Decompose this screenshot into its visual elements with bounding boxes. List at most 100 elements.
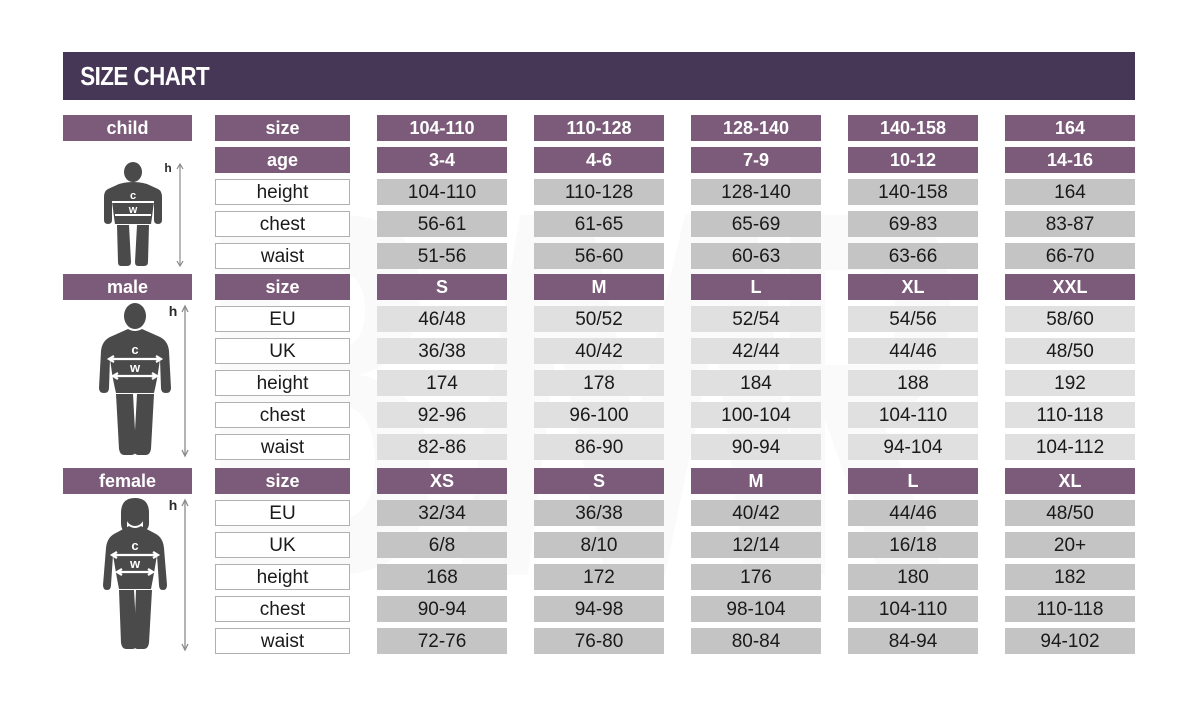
cell-male-height-1: 178 bbox=[534, 370, 664, 396]
header-value-child-age-0: 3-4 bbox=[377, 147, 507, 173]
cell-female-waist-1: 76-80 bbox=[534, 628, 664, 654]
cell-male-UK-0: 36/38 bbox=[377, 338, 507, 364]
cell-male-chest-0: 92-96 bbox=[377, 402, 507, 428]
svg-text:c: c bbox=[131, 538, 138, 553]
cell-child-chest-3: 69-83 bbox=[848, 211, 978, 237]
cell-female-chest-0: 90-94 bbox=[377, 596, 507, 622]
header-label-male-size: size bbox=[215, 274, 350, 300]
cell-male-waist-2: 90-94 bbox=[691, 434, 821, 460]
row-label-female-height: height bbox=[215, 564, 350, 590]
cell-child-height-4: 164 bbox=[1005, 179, 1135, 205]
group-header-child: child bbox=[63, 115, 192, 141]
cell-male-waist-1: 86-90 bbox=[534, 434, 664, 460]
cell-child-chest-2: 65-69 bbox=[691, 211, 821, 237]
header-value-female-size-2: M bbox=[691, 468, 821, 494]
header-value-male-size-0: S bbox=[377, 274, 507, 300]
header-label-child-age: age bbox=[215, 147, 350, 173]
header-value-child-age-2: 7-9 bbox=[691, 147, 821, 173]
cell-male-waist-3: 94-104 bbox=[848, 434, 978, 460]
cell-female-waist-2: 80-84 bbox=[691, 628, 821, 654]
cell-male-EU-3: 54/56 bbox=[848, 306, 978, 332]
cell-female-waist-0: 72-76 bbox=[377, 628, 507, 654]
header-value-child-age-3: 10-12 bbox=[848, 147, 978, 173]
cell-male-EU-4: 58/60 bbox=[1005, 306, 1135, 332]
cell-male-waist-4: 104-112 bbox=[1005, 434, 1135, 460]
header-label-female-size: size bbox=[215, 468, 350, 494]
svg-text:w: w bbox=[129, 360, 141, 375]
svg-text:c: c bbox=[131, 342, 138, 357]
cell-female-UK-1: 8/10 bbox=[534, 532, 664, 558]
row-label-child-chest: chest bbox=[215, 211, 350, 237]
cell-female-waist-3: 84-94 bbox=[848, 628, 978, 654]
header-value-male-size-2: L bbox=[691, 274, 821, 300]
cell-female-EU-1: 36/38 bbox=[534, 500, 664, 526]
cell-female-chest-1: 94-98 bbox=[534, 596, 664, 622]
row-label-female-UK: UK bbox=[215, 532, 350, 558]
header-value-child-size-1: 110-128 bbox=[534, 115, 664, 141]
header-value-female-size-3: L bbox=[848, 468, 978, 494]
header-value-female-size-1: S bbox=[534, 468, 664, 494]
svg-text:h: h bbox=[164, 162, 171, 175]
cell-child-chest-4: 83-87 bbox=[1005, 211, 1135, 237]
cell-male-EU-2: 52/54 bbox=[691, 306, 821, 332]
header-value-female-size-4: XL bbox=[1005, 468, 1135, 494]
row-label-male-height: height bbox=[215, 370, 350, 396]
cell-male-chest-4: 110-118 bbox=[1005, 402, 1135, 428]
svg-text:c: c bbox=[130, 190, 136, 202]
cell-male-chest-2: 100-104 bbox=[691, 402, 821, 428]
header-value-child-size-3: 140-158 bbox=[848, 115, 978, 141]
cell-child-waist-2: 60-63 bbox=[691, 243, 821, 269]
female-figure: c w h bbox=[88, 497, 203, 652]
cell-child-height-0: 104-110 bbox=[377, 179, 507, 205]
male-figure: c w h bbox=[88, 303, 203, 458]
svg-text:w: w bbox=[129, 556, 141, 571]
cell-female-UK-3: 16/18 bbox=[848, 532, 978, 558]
cell-child-waist-1: 56-60 bbox=[534, 243, 664, 269]
header-value-child-size-4: 164 bbox=[1005, 115, 1135, 141]
cell-male-chest-1: 96-100 bbox=[534, 402, 664, 428]
cell-female-height-0: 168 bbox=[377, 564, 507, 590]
cell-child-waist-3: 63-66 bbox=[848, 243, 978, 269]
cell-female-height-2: 176 bbox=[691, 564, 821, 590]
row-label-male-chest: chest bbox=[215, 402, 350, 428]
cell-female-UK-0: 6/8 bbox=[377, 532, 507, 558]
header-value-child-age-4: 14-16 bbox=[1005, 147, 1135, 173]
cell-female-chest-4: 110-118 bbox=[1005, 596, 1135, 622]
row-label-male-UK: UK bbox=[215, 338, 350, 364]
cell-male-height-0: 174 bbox=[377, 370, 507, 396]
row-label-female-waist: waist bbox=[215, 628, 350, 654]
cell-female-UK-4: 20+ bbox=[1005, 532, 1135, 558]
cell-child-waist-0: 51-56 bbox=[377, 243, 507, 269]
cell-male-UK-3: 44/46 bbox=[848, 338, 978, 364]
cell-female-height-1: 172 bbox=[534, 564, 664, 590]
cell-female-UK-2: 12/14 bbox=[691, 532, 821, 558]
group-header-male: male bbox=[63, 274, 192, 300]
cell-female-height-3: 180 bbox=[848, 564, 978, 590]
cell-male-height-4: 192 bbox=[1005, 370, 1135, 396]
cell-female-chest-2: 98-104 bbox=[691, 596, 821, 622]
header-value-female-size-0: XS bbox=[377, 468, 507, 494]
cell-female-EU-2: 40/42 bbox=[691, 500, 821, 526]
cell-female-EU-4: 48/50 bbox=[1005, 500, 1135, 526]
cell-male-UK-4: 48/50 bbox=[1005, 338, 1135, 364]
cell-child-chest-0: 56-61 bbox=[377, 211, 507, 237]
cell-child-waist-4: 66-70 bbox=[1005, 243, 1135, 269]
cell-female-chest-3: 104-110 bbox=[848, 596, 978, 622]
row-label-child-height: height bbox=[215, 179, 350, 205]
cell-child-height-2: 128-140 bbox=[691, 179, 821, 205]
cell-male-EU-0: 46/48 bbox=[377, 306, 507, 332]
header-value-male-size-4: XXL bbox=[1005, 274, 1135, 300]
svg-text:w: w bbox=[128, 204, 138, 216]
cell-child-chest-1: 61-65 bbox=[534, 211, 664, 237]
cell-female-EU-3: 44/46 bbox=[848, 500, 978, 526]
child-figure: c w h bbox=[88, 162, 198, 267]
row-label-male-waist: waist bbox=[215, 434, 350, 460]
header-value-child-size-2: 128-140 bbox=[691, 115, 821, 141]
header-value-male-size-3: XL bbox=[848, 274, 978, 300]
row-label-male-EU: EU bbox=[215, 306, 350, 332]
header-value-child-size-0: 104-110 bbox=[377, 115, 507, 141]
cell-male-UK-2: 42/44 bbox=[691, 338, 821, 364]
title-bar: SIZE CHART bbox=[63, 52, 1135, 100]
header-value-child-age-1: 4-6 bbox=[534, 147, 664, 173]
